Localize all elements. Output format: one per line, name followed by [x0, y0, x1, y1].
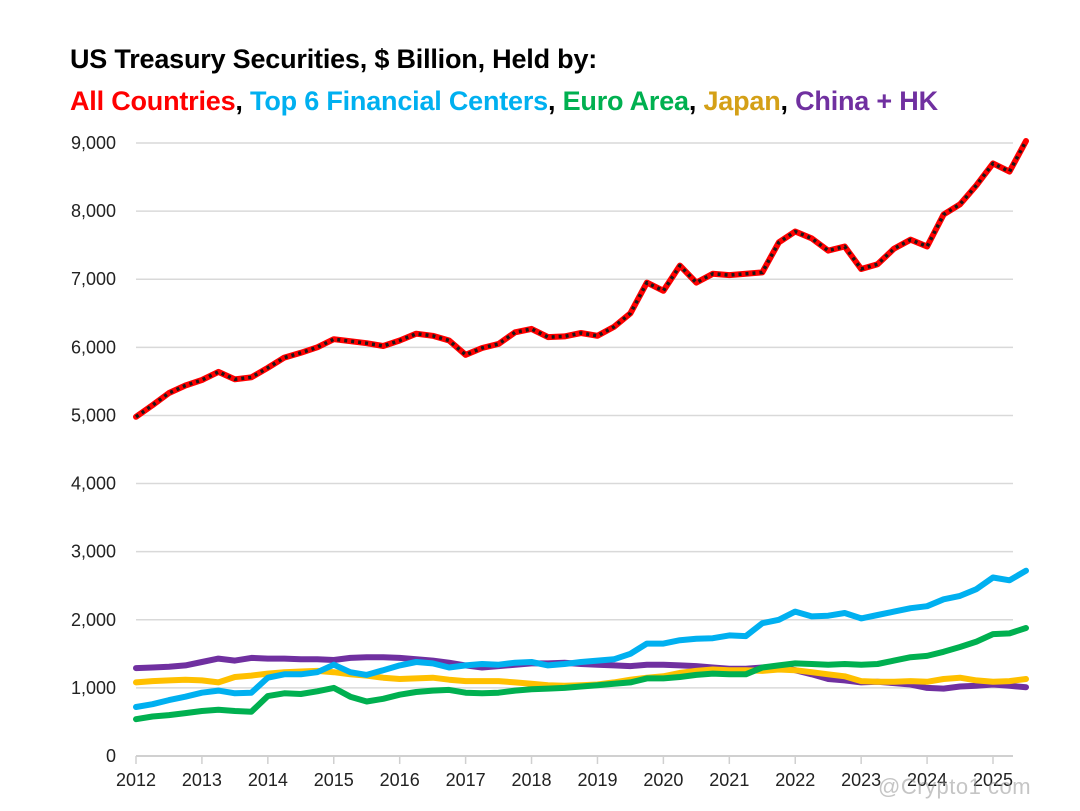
x-axis: 2012 2013 2014 2015 2016 2017 2018 2019 2020 2021…: [116, 756, 1013, 790]
y-tick-label: 1,000: [71, 678, 116, 698]
series-line-euro-area: [133, 625, 1029, 723]
legend-all-countries: All Countries: [70, 86, 236, 116]
x-tick-label: 2024: [907, 770, 947, 790]
series-line-top-6-financial-centers: [133, 567, 1029, 710]
x-tick-label: 2018: [512, 770, 552, 790]
legend-separator: ,: [235, 86, 251, 116]
y-tick-label: 9,000: [71, 133, 116, 153]
legend-china-hk: China + HK: [795, 86, 938, 116]
legend-japan: Japan: [703, 86, 781, 116]
y-tick-label: 8,000: [71, 201, 116, 221]
y-tick-label: 3,000: [71, 542, 116, 562]
legend-subtitle: All Countries, Top 6 Financial Centers, …: [70, 86, 938, 117]
y-tick-label: 7,000: [71, 269, 116, 289]
x-tick-label: 2022: [775, 770, 815, 790]
y-tick-label: 0: [106, 746, 116, 766]
x-tick-label: 2019: [577, 770, 617, 790]
legend-separator: ,: [548, 86, 563, 116]
x-tick-label: 2021: [709, 770, 749, 790]
x-tick-label: 2015: [314, 770, 354, 790]
series-lines: [133, 138, 1029, 723]
y-tick-label: 4,000: [71, 474, 116, 494]
x-tick-label: 2014: [248, 770, 288, 790]
legend-separator: ,: [780, 86, 796, 116]
chart-title: US Treasury Securities, $ Billion, Held …: [70, 44, 598, 74]
x-tick-label: 2025: [973, 770, 1013, 790]
watermark: @Crypto1 com: [878, 774, 1032, 799]
legend-top6: Top 6 Financial Centers: [250, 86, 548, 116]
series-line-all-countries-dotted-overlay: [134, 140, 1028, 419]
x-tick-label: 2016: [380, 770, 420, 790]
gridlines: [136, 142, 1013, 757]
y-axis: 0 1,000 2,000 3,000 4,000 5,000 6,000 7,000 8,00…: [71, 133, 116, 766]
x-tick-label: 2012: [116, 770, 156, 790]
legend-euro-area: Euro Area: [562, 86, 689, 116]
x-tick-label: 2017: [446, 770, 486, 790]
y-tick-label: 2,000: [71, 610, 116, 630]
x-tick-label: 2020: [643, 770, 683, 790]
y-tick-label: 6,000: [71, 337, 116, 357]
legend-separator: ,: [688, 86, 704, 116]
y-tick-label: 5,000: [71, 405, 116, 425]
x-tick-label: 2013: [182, 770, 222, 790]
x-tick-label: 2023: [841, 770, 881, 790]
